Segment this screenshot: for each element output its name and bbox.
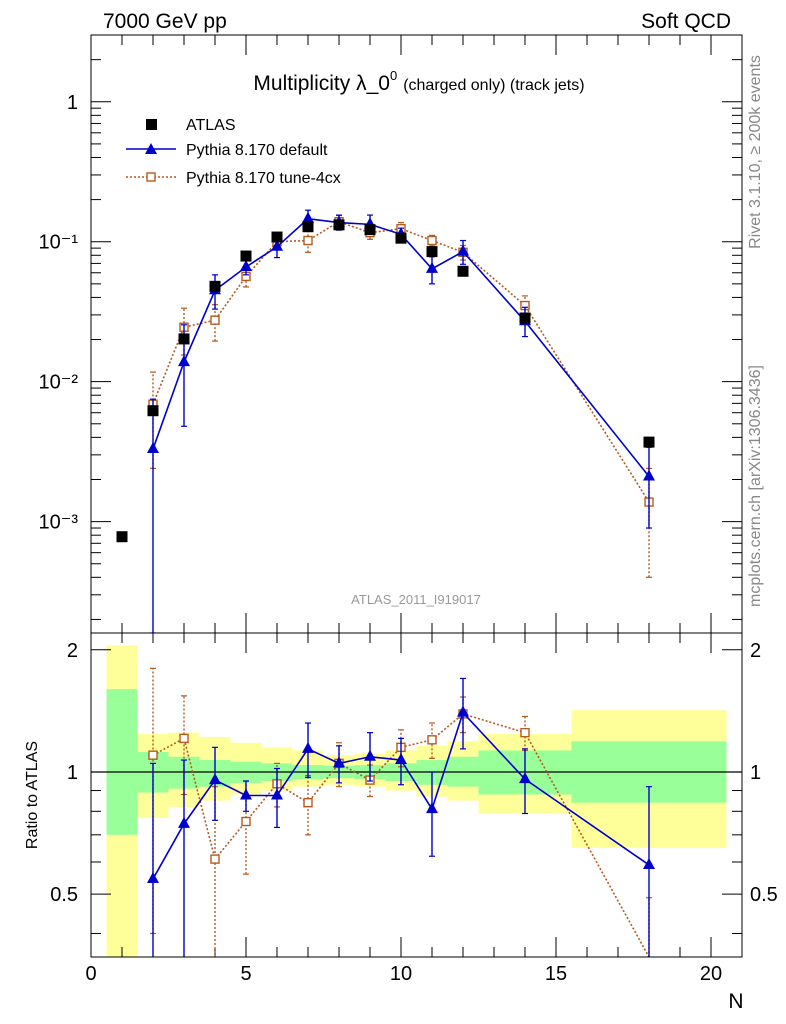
- ratio-tune-point: [520, 727, 530, 738]
- ratio-axis-ticks: 0.5 0.51 12 20 5 10 15 20: [50, 633, 778, 985]
- main-atlas-point: [457, 265, 469, 277]
- main-atlas-point: [116, 531, 128, 543]
- ratio-default-point: [178, 816, 190, 828]
- main-y-tick-label: 1: [67, 92, 78, 114]
- legend-atlas-marker: [146, 119, 157, 130]
- main-atlas-point: [364, 224, 376, 236]
- ratio-default-point: [519, 772, 531, 784]
- main-atlas-point: [209, 280, 221, 292]
- legend-atlas-label: ATLAS: [186, 117, 236, 134]
- ratio-tune-point: [303, 797, 313, 808]
- ratio-frame-outline: [90, 632, 743, 958]
- main-default-point: [302, 211, 314, 223]
- main-default-point: [147, 442, 159, 454]
- main-atlas-point: [178, 333, 190, 345]
- legend-default-label: Pythia 8.170 default: [186, 142, 328, 159]
- main-title-suffix: (charged only) (track jets): [403, 77, 584, 94]
- x-tick-label: 0: [85, 963, 96, 985]
- ratio-y-tick-label: 1: [67, 762, 78, 784]
- mcplots-label: mcplots.cern.ch [arXiv:1306.3436]: [747, 365, 764, 607]
- ratio-series-layer: [147, 667, 655, 958]
- main-series-layer: [116, 209, 655, 634]
- legend: ATLAS Pythia 8.170 default Pythia 8.170 …: [126, 117, 341, 187]
- x-tick-label: 20: [700, 963, 722, 985]
- legend-default-marker: [145, 143, 157, 154]
- ratio-default-point: [333, 756, 345, 768]
- ratio-default-point: [364, 749, 376, 761]
- x-tick-label: 10: [390, 963, 412, 985]
- main-atlas-point: [302, 221, 314, 233]
- analysis-label: ATLAS_2011_I919017: [351, 592, 481, 607]
- main-atlas-point: [426, 246, 438, 258]
- x-tick-label: 15: [545, 963, 567, 985]
- main-y-tick-label: 10⁻¹: [39, 232, 79, 254]
- main-atlas-point: [271, 231, 283, 243]
- ratio-default-point: [457, 705, 469, 717]
- main-axis-ticks: 10⁻³ 10⁻² 10⁻¹ 1: [39, 34, 743, 633]
- main-tune-point: [303, 235, 313, 246]
- ratio-default-point: [240, 788, 252, 800]
- ratio-default-point: [643, 857, 655, 869]
- main-panel: 10⁻³ 10⁻² 10⁻¹ 1 Multiplicity λ_00 (charged …: [39, 34, 743, 634]
- ratio-default-point: [147, 871, 159, 883]
- rivet-label: Rivet 3.1.10, ≥ 200k events: [747, 55, 764, 249]
- header-left: 7000 GeV pp: [103, 10, 227, 33]
- ratio-y-tick-label: 0.5: [50, 884, 78, 906]
- legend-tune-marker: [146, 172, 156, 182]
- main-tune-point: [210, 315, 220, 325]
- main-default-point: [178, 355, 190, 367]
- main-atlas-point: [643, 436, 655, 448]
- main-default-point: [426, 261, 438, 273]
- ratio-y-tick-label-right: 0.5: [750, 884, 778, 906]
- main-y-tick-label: 10⁻²: [39, 372, 79, 394]
- main-atlas-point: [240, 250, 252, 262]
- ratio-default-point: [271, 788, 283, 800]
- main-atlas-point: [147, 405, 159, 417]
- header-right: Soft QCD: [641, 10, 731, 33]
- main-default-point: [457, 244, 469, 256]
- ratio-default-point: [302, 741, 314, 753]
- main-frame: [90, 34, 743, 634]
- ratio-panel: 0.5 0.51 12 20 5 10 15 20 Ratio to ATLAS N: [24, 632, 778, 1013]
- ratio-ylabel: Ratio to ATLAS: [24, 741, 41, 849]
- ratio-tune-point: [179, 733, 189, 744]
- main-atlas-point: [519, 312, 531, 324]
- legend-tune-label: Pythia 8.170 tune-4cx: [186, 170, 341, 187]
- ratio-default-point: [209, 773, 221, 785]
- main-tune-point: [427, 235, 437, 246]
- ratio-default-point: [426, 802, 438, 814]
- ratio-default-point: [395, 753, 407, 765]
- ratio-band-green: [106, 689, 138, 835]
- x-tick-label: 5: [240, 963, 251, 985]
- xlabel: N: [728, 990, 743, 1013]
- ratio-tune-point: [241, 816, 251, 827]
- main-title: Multiplicity λ_00 (charged only) (track j…: [253, 68, 584, 95]
- ratio-tune-point: [210, 854, 220, 864]
- ratio-y-tick-label: 2: [67, 640, 78, 662]
- main-default-point: [643, 469, 655, 481]
- ratio-tune-point: [427, 735, 437, 745]
- main-atlas-point: [395, 232, 407, 244]
- main-title-text: Multiplicity λ_0: [253, 72, 390, 95]
- ratio-y-tick-label-right: 1: [750, 762, 761, 784]
- ratio-tune-point: [148, 750, 158, 760]
- main-default-point: [240, 259, 252, 271]
- main-default-point: [271, 239, 283, 251]
- ratio-y-tick-label-right: 2: [750, 640, 761, 662]
- main-title-sup: 0: [390, 68, 397, 83]
- main-atlas-point: [333, 219, 345, 231]
- main-y-tick-label: 10⁻³: [39, 512, 79, 534]
